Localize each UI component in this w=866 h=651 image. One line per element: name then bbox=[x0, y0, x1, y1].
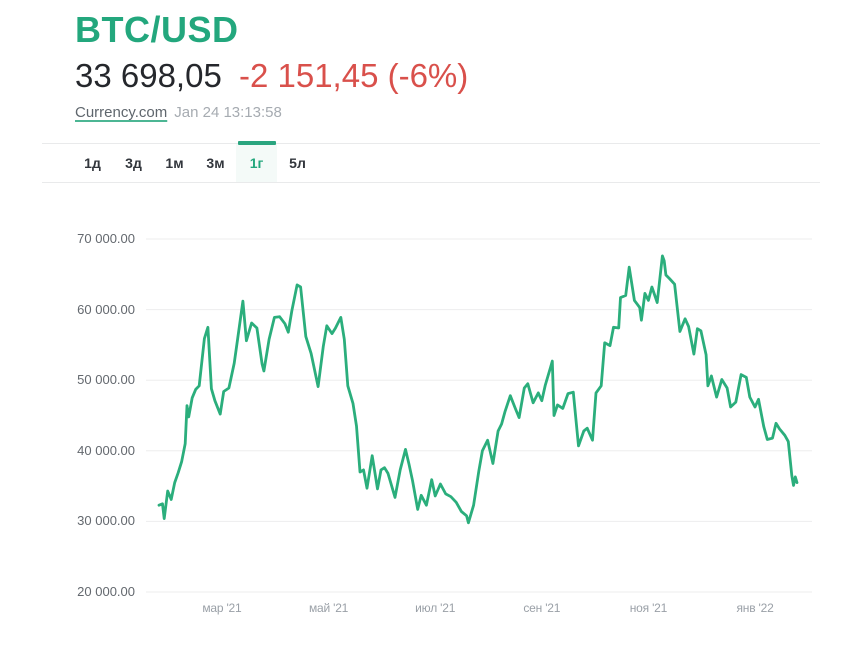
y-axis-label: 70 000.00 bbox=[77, 231, 135, 246]
x-axis-label: мар '21 bbox=[202, 601, 242, 615]
price-row: 33 698,05 -2 151,45 (-6%) bbox=[75, 56, 469, 94]
price-line bbox=[157, 254, 799, 525]
x-axis-label: ноя '21 bbox=[629, 601, 668, 615]
price-chart[interactable]: 70 000.00 60 000.00 50 000.00 40 000.00 30 0… bbox=[0, 200, 866, 651]
timeframe-tabbar: 1д 3д 1м 3м 1г 5л bbox=[42, 143, 820, 183]
instrument-header: BTC/USD 33 698,05 -2 151,45 (-6%) Curren… bbox=[75, 10, 468, 121]
price-change: -2 151,45 (-6%) bbox=[238, 56, 469, 94]
current-price: 33 698,05 bbox=[75, 56, 222, 94]
y-axis-label: 20 000.00 bbox=[77, 584, 135, 599]
tab-1d[interactable]: 1д bbox=[84, 155, 101, 171]
y-axis-label: 50 000.00 bbox=[77, 372, 135, 388]
tab-3d[interactable]: 3д bbox=[125, 155, 142, 171]
tab-3m[interactable]: 3м bbox=[206, 155, 225, 171]
instrument-title: BTC/USD bbox=[75, 9, 239, 50]
y-axis-label: 60 000.00 bbox=[77, 301, 135, 317]
tab-1y[interactable]: 1г bbox=[236, 144, 277, 182]
quote-timestamp: Jan 24 13:13:58 bbox=[174, 103, 282, 121]
source-link[interactable]: Currency.com bbox=[75, 103, 168, 121]
tab-1m[interactable]: 1м bbox=[165, 155, 184, 171]
x-axis-label: июл '21 bbox=[415, 601, 456, 615]
y-axis-label: 40 000.00 bbox=[77, 442, 135, 458]
x-axis-label: янв '22 bbox=[736, 601, 774, 615]
plot-area[interactable] bbox=[146, 238, 812, 593]
tab-5y[interactable]: 5л bbox=[289, 155, 306, 171]
y-axis-label: 30 000.00 bbox=[77, 513, 135, 529]
source-row: Currency.com Jan 24 13:13:58 bbox=[75, 104, 468, 121]
x-axis-label: май '21 bbox=[308, 601, 349, 615]
x-axis-label: сен '21 bbox=[523, 601, 561, 615]
